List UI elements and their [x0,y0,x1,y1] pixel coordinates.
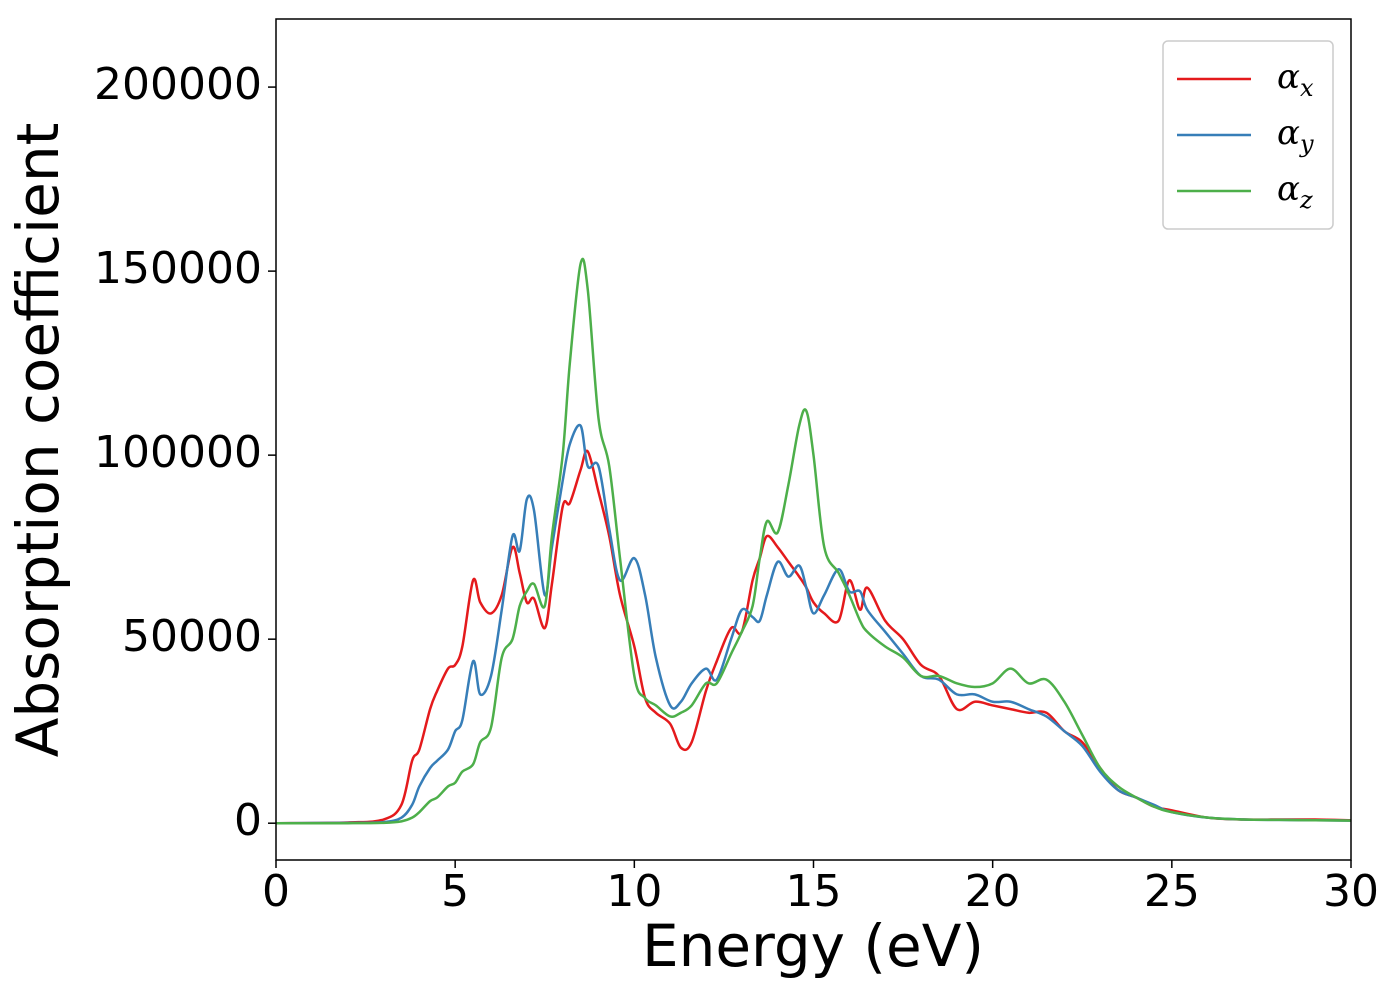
y-tick-label: 100000 [94,427,262,478]
legend-label: αx [1277,57,1314,102]
x-tick-label: 25 [1144,866,1200,917]
y-tick-label: 0 [234,795,262,846]
y-tick-label: 150000 [94,243,262,294]
x-tick-label: 5 [441,866,469,917]
y-axis-label: Absorption coefficient [4,123,72,758]
y-tick-label: 200000 [94,59,262,110]
x-tick-label: 0 [262,866,290,917]
x-tick-label: 10 [606,866,662,917]
plot-frame [275,18,1352,861]
x-tick-label: 30 [1323,866,1379,917]
y-tick-label: 50000 [122,611,262,662]
legend-label: αz [1277,169,1313,214]
series-line [276,423,1351,825]
series-line [276,449,1351,825]
x-tick-label: 15 [786,866,842,917]
x-tick-label: 20 [965,866,1021,917]
x-axis-label: Energy (eV) [642,912,984,980]
series-line [276,257,1351,825]
legend-label: αy [1277,113,1314,158]
